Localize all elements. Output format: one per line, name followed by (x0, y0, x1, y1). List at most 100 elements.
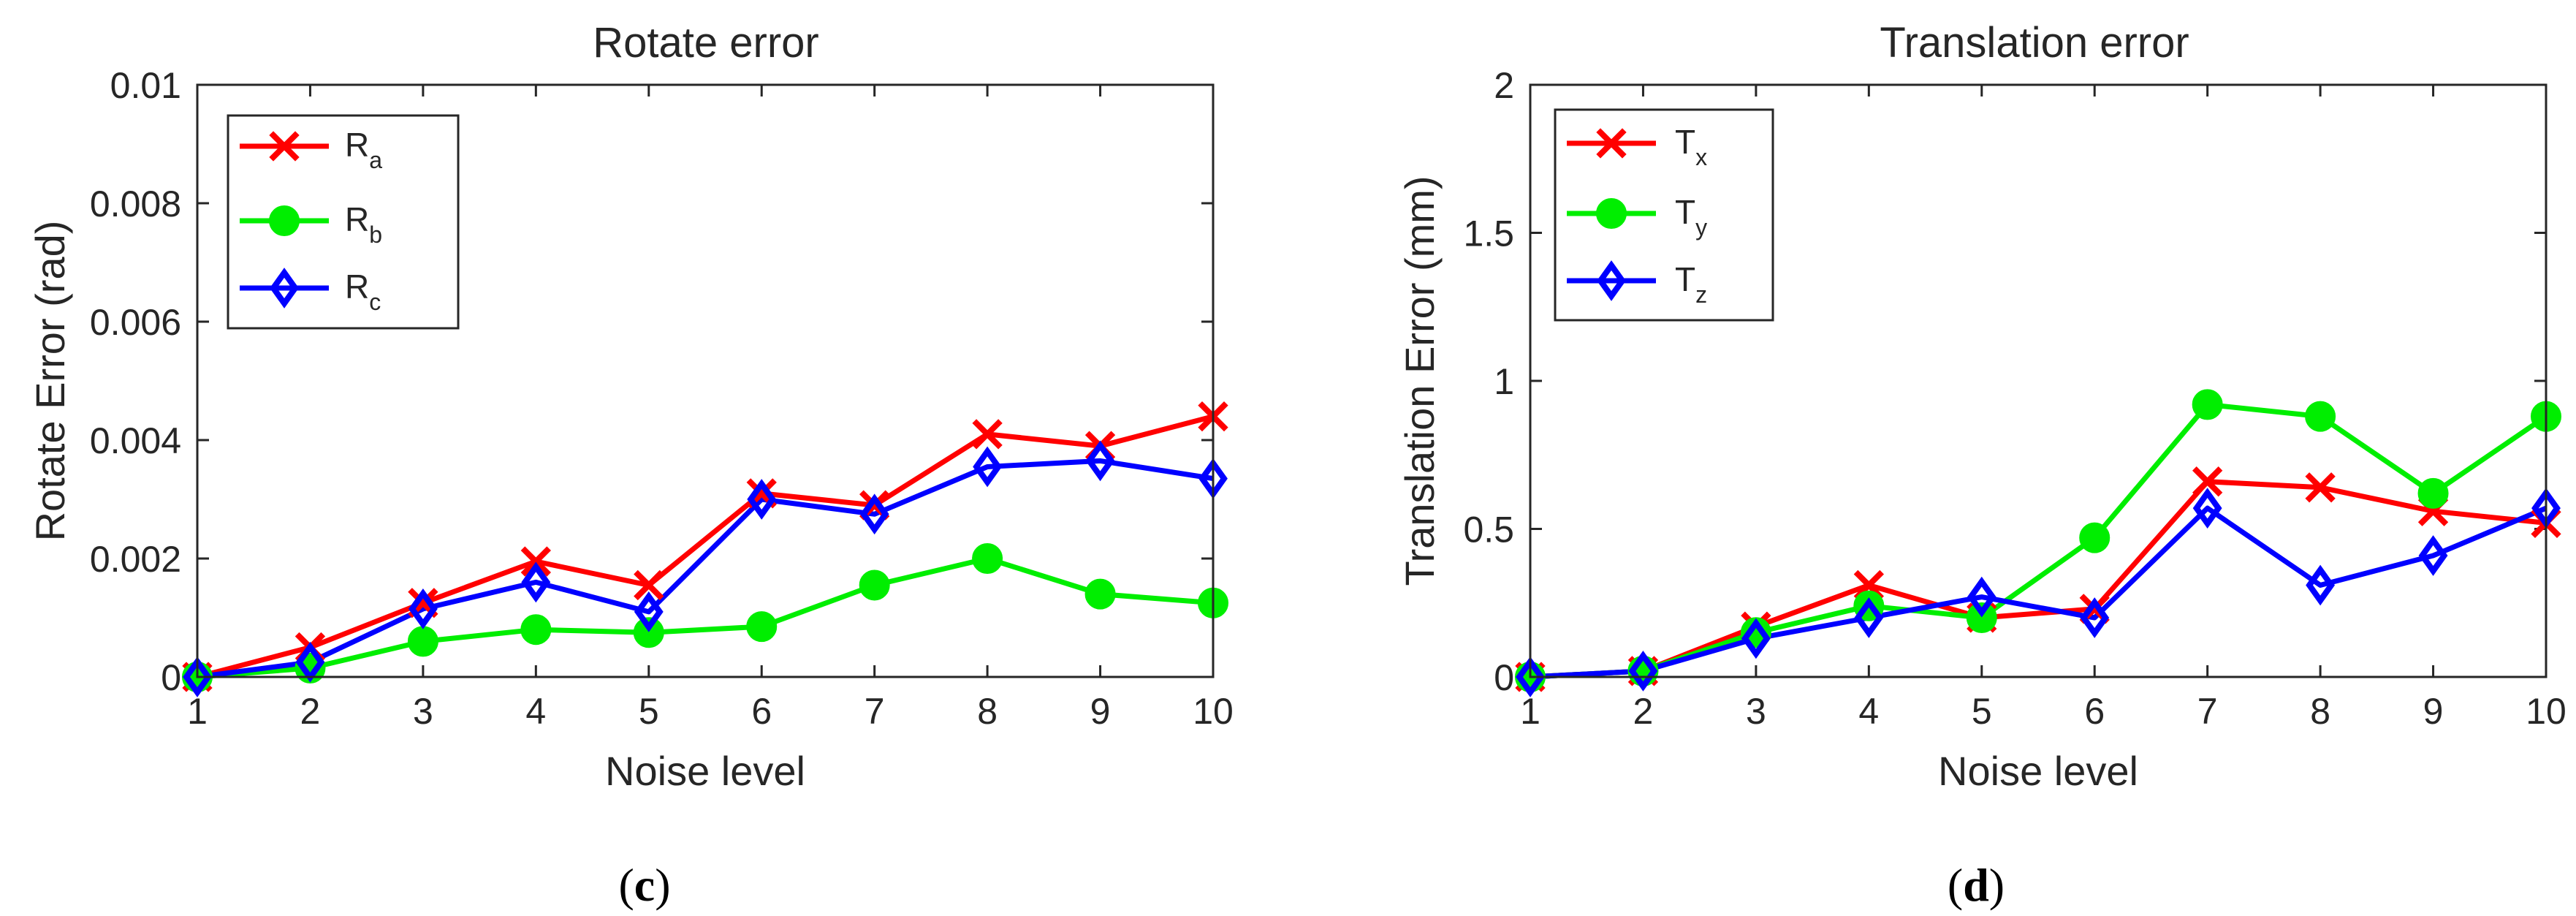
plot-frame (196, 83, 1215, 678)
series-rc-line (197, 458, 1214, 680)
series-rc-point (973, 446, 1003, 488)
x-tick-label: 5 (639, 691, 659, 732)
y-tick-labels: 0 0.002 0.004 0.006 0.008 0.01 (90, 65, 181, 698)
series-rc-point (408, 588, 438, 629)
legend-label-subscript: b (369, 222, 382, 248)
x-tick-label: 7 (865, 691, 885, 732)
panel-caption: (c) (618, 859, 670, 911)
chart-title: Rotate error (593, 19, 818, 67)
series-tx-line (1530, 479, 2547, 680)
legend-entry-ra: Ra (240, 126, 382, 173)
series-ty-point (1966, 602, 1997, 633)
series-lines (197, 414, 1214, 680)
legend-label-subscript: y (1695, 214, 1707, 241)
legend-marker (1596, 198, 1627, 229)
x-tick-label: 1 (1520, 691, 1540, 732)
legend-label-subscript: c (369, 289, 381, 315)
series-markers (182, 401, 1228, 697)
series-tz-point (2418, 535, 2448, 576)
x-tick-label: 8 (977, 691, 998, 732)
series-lines (1530, 401, 2547, 680)
x-tick-label: 9 (1090, 691, 1111, 732)
chart-translation-error: Translation error 00.511.52 1 2 3 4 5 6 7 8 9 10 … (1397, 19, 2566, 911)
legend-marker (269, 131, 300, 162)
x-tick-label: 6 (751, 691, 772, 732)
y-axis-label: Rotate Error (rad) (27, 221, 73, 542)
y-tick-label: 0.5 (1463, 510, 1514, 550)
panel-caption: (d) (1948, 859, 2005, 911)
legend-entry-tz: Tz (1567, 260, 1707, 308)
x-tick-label: 6 (2084, 691, 2105, 732)
y-tick-label: 1 (1494, 361, 1514, 402)
series-rb-point (859, 569, 890, 601)
plot-frame (1529, 83, 2547, 678)
legend-label: Rc (345, 268, 381, 315)
chart-title: Translation error (1880, 19, 2189, 67)
x-tick-label: 5 (1972, 691, 1992, 732)
x-tick-label: 7 (2197, 691, 2218, 732)
y-tick-label: 0 (161, 657, 181, 698)
legend-label-base: R (345, 268, 369, 306)
series-rc-point (521, 561, 551, 603)
legend-label: Ra (345, 126, 382, 173)
x-tick-label: 3 (1746, 691, 1766, 732)
x-tick-label: 1 (187, 691, 208, 732)
legend-marker (1596, 128, 1627, 159)
y-tick-label: 0.004 (90, 420, 181, 461)
series-rc-point (859, 493, 889, 535)
legend-label-base: T (1675, 260, 1695, 298)
legend-marker (270, 268, 299, 309)
x-tick-label: 4 (525, 691, 546, 732)
series-tz-point (1854, 597, 1884, 638)
series-tz-point (2306, 564, 2336, 606)
x-tick-labels: 1 2 3 4 5 6 7 8 9 10 (187, 691, 1234, 732)
legend-label-subscript: a (369, 147, 382, 173)
legend-label: Tx (1675, 123, 1707, 170)
series-rb-point (407, 626, 438, 657)
legend-marker (1597, 260, 1626, 301)
series-rb-point (972, 543, 1003, 574)
y-tick-label: 0.008 (90, 183, 181, 224)
series-markers (1515, 389, 2561, 697)
y-tick-label: 0.006 (90, 302, 181, 343)
x-tick-label: 9 (2423, 691, 2444, 732)
panel-caption-letter: d (1963, 859, 1989, 911)
series-rc-point (747, 479, 777, 520)
series-rb-point (1084, 578, 1116, 610)
legend-label-base: T (1675, 193, 1695, 231)
series-rb-point (746, 611, 778, 643)
x-tick-label: 2 (1633, 691, 1654, 732)
series-ty-point (2079, 522, 2110, 553)
series-ra-point (520, 546, 551, 577)
y-tick-label: 1.5 (1463, 213, 1514, 254)
x-axis-label: Noise level (605, 748, 805, 794)
x-tick-label: 2 (300, 691, 321, 732)
legend-label-base: R (345, 126, 369, 164)
series-tz-line (1530, 505, 2547, 680)
series-tz-point (1741, 618, 1771, 659)
legend-entry-tx: Tx (1567, 123, 1707, 170)
legend-entry-ty: Ty (1567, 193, 1707, 241)
legend-entry-rc: Rc (240, 268, 381, 315)
series-rb-point (633, 617, 664, 648)
legend-label-subscript: z (1695, 281, 1707, 308)
legend-label-subscript: x (1695, 144, 1707, 170)
series-ty-line (1530, 401, 2547, 680)
series-ty-point (2305, 401, 2336, 432)
series-ra-point (634, 569, 664, 601)
series-tx-point (2305, 472, 2336, 503)
series-rb-line (197, 556, 1214, 680)
y-tick-label: 0.002 (90, 539, 181, 580)
series-rc-point (183, 656, 212, 697)
series-tz-point (2192, 488, 2222, 529)
series-tz-point (1516, 656, 1545, 697)
legend-label-base: R (345, 200, 369, 238)
legend-label-base: T (1675, 123, 1695, 161)
series-ty-point (2192, 389, 2223, 420)
x-tick-labels: 1 2 3 4 5 6 7 8 9 10 (1520, 691, 2566, 732)
series-rc-point (1085, 440, 1115, 482)
series-tz-point (1967, 576, 1996, 618)
